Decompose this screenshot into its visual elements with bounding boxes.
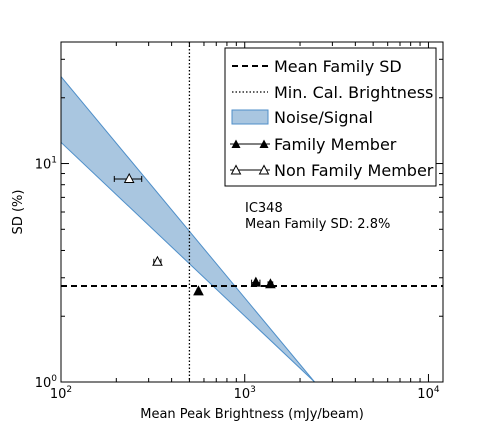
tick-labels: 102 103 104 100 101 xyxy=(35,156,440,402)
legend-filled-triangle-icon xyxy=(231,139,241,148)
data-point-family-member xyxy=(265,278,276,289)
noise-band-lower-edge xyxy=(61,141,315,382)
x-tick-label: 103 xyxy=(234,385,256,402)
plot-frame xyxy=(60,41,444,383)
y-tick-label: 101 xyxy=(35,156,57,173)
plot-area xyxy=(61,42,443,382)
x-tick-label: 102 xyxy=(50,385,72,402)
y-tick-label: 100 xyxy=(35,374,58,391)
legend-open-triangle-icon xyxy=(258,164,270,175)
legend-label-non-family-member: Non Family Member xyxy=(274,161,434,180)
legend-band-swatch-icon xyxy=(231,109,269,125)
legend: Mean Family SD Min. Cal. Brightness Nois… xyxy=(224,47,437,187)
data-point-family-member xyxy=(250,276,262,287)
annotation-cluster-name: IC348 xyxy=(245,201,283,216)
legend-label-mean-family-sd: Mean Family SD xyxy=(274,57,402,76)
noise-band-upper-edge xyxy=(61,76,370,382)
legend-open-triangle-icon xyxy=(230,164,242,175)
data-point-non-family-member xyxy=(152,255,163,266)
x-tick-label: 104 xyxy=(417,385,440,402)
legend-label-min-cal-brightness: Min. Cal. Brightness xyxy=(274,83,433,102)
annotation-mean-sd: Mean Family SD: 2.8% xyxy=(245,217,390,232)
legend-filled-triangle-icon xyxy=(259,139,269,148)
legend-label-noise-signal: Noise/Signal xyxy=(274,108,373,127)
legend-label-family-member: Family Member xyxy=(274,135,397,154)
data-point-non-family-member xyxy=(123,172,135,183)
y-axis-label: SD (%) xyxy=(11,190,26,235)
x-axis-label: Mean Peak Brightness (mJy/beam) xyxy=(140,407,364,422)
data-point-family-member xyxy=(193,285,204,296)
